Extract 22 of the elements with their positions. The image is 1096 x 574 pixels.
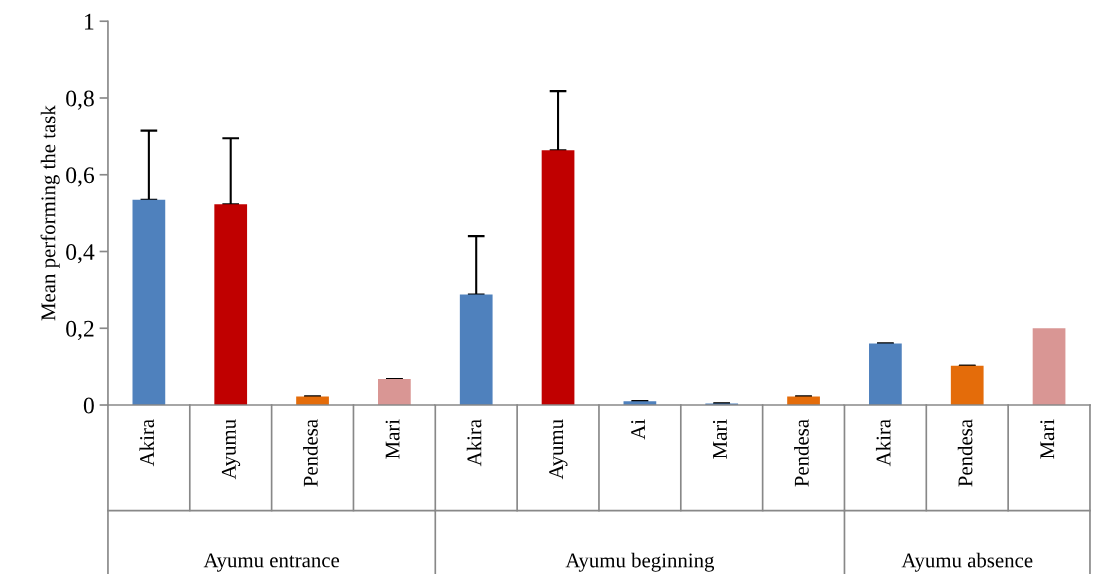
x-tick-label: Akira — [139, 419, 155, 467]
x-tick-label: Ayumu — [549, 419, 568, 480]
x-tick-label: Ai — [631, 419, 645, 440]
y-tick-label: 0,6 — [66, 167, 95, 187]
x-tick-label: Akira — [875, 419, 891, 467]
x-axis-title: Ayumu entrance — [203, 553, 340, 572]
x-tick-label: Pendesa — [303, 419, 318, 487]
x-tick-label: Mari — [385, 419, 400, 459]
x-axis-title: Ayumu beginning — [565, 552, 715, 572]
x-tick-label: Mari — [1040, 419, 1055, 459]
x-tick-label: Pendesa — [957, 419, 973, 487]
y-tick-label: 0,8 — [66, 90, 94, 110]
y-tick-label: 0,2 — [66, 320, 94, 341]
y-axis-title: Mean performing the task — [40, 105, 60, 321]
y-tick-label: 0,4 — [66, 243, 95, 264]
x-tick-label: Ayumu — [221, 419, 241, 480]
x-axis-title: Ayumu absence — [901, 552, 1033, 572]
y-tick-label: 1 — [85, 13, 94, 30]
x-tick-label: Akira — [466, 419, 482, 467]
x-tick-label: Pendesa — [794, 419, 809, 487]
y-tick-label: 0 — [83, 397, 94, 414]
x-tick-label: Mari — [712, 419, 727, 459]
